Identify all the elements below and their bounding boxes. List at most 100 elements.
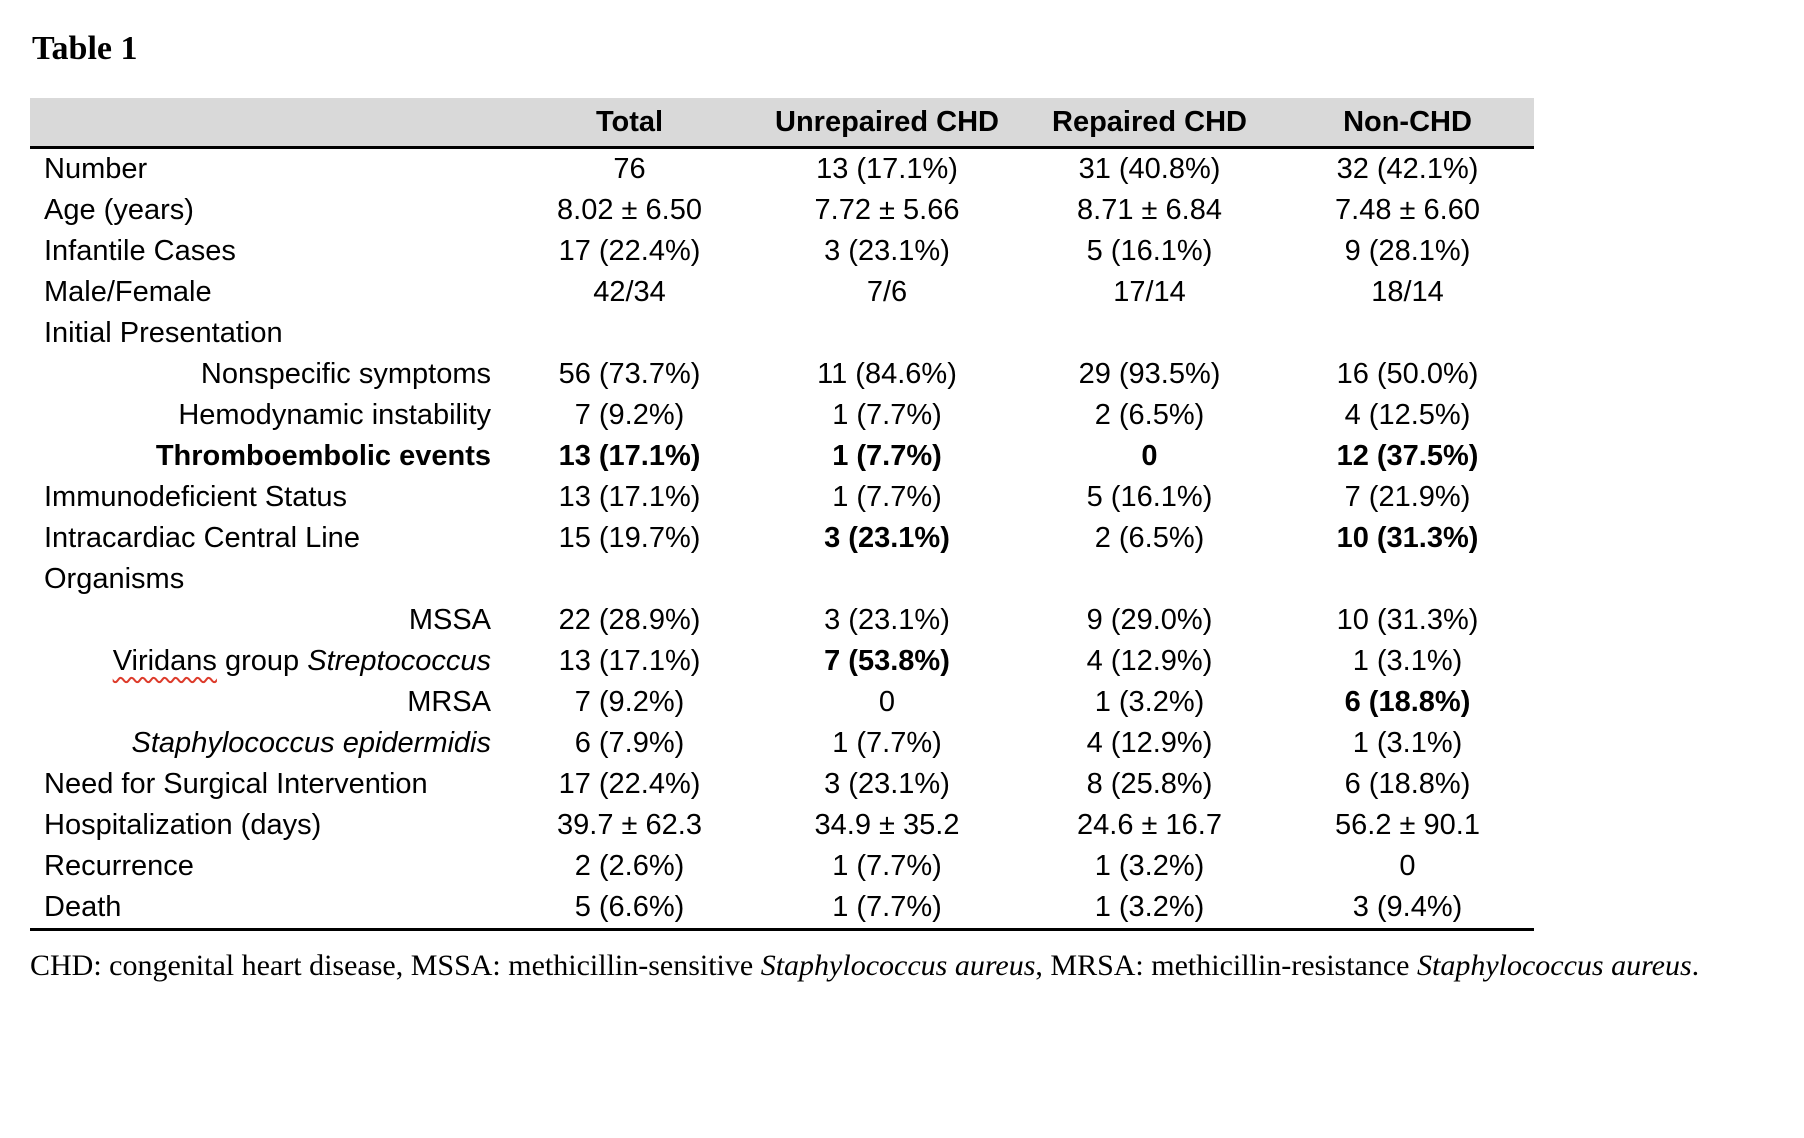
data-cell: 9 (29.0%) bbox=[1086, 604, 1213, 637]
data-cell: 8.02 ± 6.50 bbox=[557, 194, 702, 227]
data-cell: 1 (7.7%) bbox=[832, 440, 942, 473]
data-cell: 13 (17.1%) bbox=[558, 440, 701, 473]
misspelled-word: Viridans bbox=[112, 645, 217, 678]
data-cell: 56 (73.7%) bbox=[558, 358, 701, 391]
table-row: MRSA 7 (9.2%) 0 1 (3.2%) 6 (18.8%) bbox=[30, 682, 1534, 723]
data-cell: 3 (23.1%) bbox=[824, 235, 950, 268]
table-row: Hemodynamic instability 7 (9.2%) 1 (7.7%… bbox=[30, 395, 1534, 436]
data-cell: 76 bbox=[613, 153, 646, 186]
data-cell: 1 (3.1%) bbox=[1352, 645, 1463, 678]
data-cell: 10 (31.3%) bbox=[1336, 522, 1479, 555]
data-cell: 4 (12.9%) bbox=[1086, 645, 1213, 678]
data-cell: 16 (50.0%) bbox=[1336, 358, 1479, 391]
data-cell: 39.7 ± 62.3 bbox=[557, 809, 702, 842]
column-header-repaired-chd: Repaired CHD bbox=[1052, 106, 1247, 138]
row-label-text: group bbox=[225, 645, 300, 678]
table-row: Male/Female 42/34 7/6 17/14 18/14 bbox=[30, 272, 1534, 313]
data-cell: 3 (23.1%) bbox=[824, 522, 950, 555]
row-label: Death bbox=[44, 891, 122, 924]
data-cell: 17 (22.4%) bbox=[558, 768, 701, 801]
data-cell bbox=[1281, 313, 1534, 354]
data-cell: 7/6 bbox=[866, 276, 908, 309]
data-cell: 4 (12.5%) bbox=[1344, 399, 1471, 432]
data-cell bbox=[503, 313, 756, 354]
data-cell: 10 (31.3%) bbox=[1336, 604, 1479, 637]
footnote-italic: Staphylococcus aureus bbox=[1417, 949, 1692, 983]
data-cell bbox=[756, 313, 1018, 354]
data-cell bbox=[1018, 313, 1281, 354]
data-cell: 29 (93.5%) bbox=[1078, 358, 1221, 391]
row-label: Nonspecific symptoms bbox=[200, 358, 491, 391]
data-cell: 11 (84.6%) bbox=[817, 358, 957, 391]
data-cell: 15 (19.7%) bbox=[558, 522, 701, 555]
data-cell: 0 bbox=[878, 686, 896, 719]
data-cell: 31 (40.8%) bbox=[1078, 153, 1221, 186]
table-row: Infantile Cases 17 (22.4%) 3 (23.1%) 5 (… bbox=[30, 231, 1534, 272]
data-cell: 1 (7.7%) bbox=[832, 399, 942, 432]
footnote: CHD: congenital heart disease, MSSA: met… bbox=[30, 949, 1776, 983]
data-cell: 56.2 ± 90.1 bbox=[1335, 809, 1480, 842]
row-label: Viridans group Streptococcus bbox=[30, 641, 503, 682]
data-cell: 2 (6.5%) bbox=[1094, 522, 1205, 555]
row-label: MRSA bbox=[407, 686, 491, 719]
data-cell: 5 (16.1%) bbox=[1086, 481, 1213, 514]
data-cell: 1 (3.2%) bbox=[1094, 686, 1205, 719]
table-row: Need for Surgical Intervention 17 (22.4%… bbox=[30, 764, 1534, 805]
table-row: Recurrence 2 (2.6%) 1 (7.7%) 1 (3.2%) 0 bbox=[30, 846, 1534, 887]
row-label: Infantile Cases bbox=[44, 235, 236, 268]
data-cell: 17/14 bbox=[1113, 276, 1186, 309]
footnote-text: . bbox=[1691, 949, 1700, 983]
footnote-italic: Staphylococcus aureus bbox=[760, 949, 1036, 983]
row-label: Hemodynamic instability bbox=[178, 399, 491, 432]
data-cell: 6 (7.9%) bbox=[574, 727, 685, 760]
data-cell: 8 (25.8%) bbox=[1086, 768, 1213, 801]
data-cell: 1 (3.2%) bbox=[1094, 891, 1205, 924]
table-row: Thromboembolic events 13 (17.1%) 1 (7.7%… bbox=[30, 436, 1534, 477]
table-header-row: Total Unrepaired CHD Repaired CHD Non-CH… bbox=[30, 98, 1534, 148]
row-label: Intracardiac Central Line bbox=[44, 522, 360, 555]
row-label: Recurrence bbox=[44, 850, 194, 883]
data-cell: 18/14 bbox=[1371, 276, 1444, 309]
row-label: Hospitalization (days) bbox=[44, 809, 322, 842]
row-label: MSSA bbox=[408, 604, 491, 637]
row-label: Thromboembolic events bbox=[155, 440, 491, 473]
data-cell: 1 (7.7%) bbox=[832, 891, 942, 924]
data-cell bbox=[1018, 559, 1281, 600]
row-label: Number bbox=[44, 153, 148, 186]
data-cell: 4 (12.9%) bbox=[1086, 727, 1213, 760]
column-header-empty bbox=[30, 98, 503, 148]
data-cell: 32 (42.1%) bbox=[1336, 153, 1479, 186]
data-cell: 1 (7.7%) bbox=[832, 850, 942, 883]
data-cell: 3 (9.4%) bbox=[1352, 891, 1463, 924]
data-cell: 6 (18.8%) bbox=[1344, 768, 1471, 801]
table-row: Number 76 13 (17.1%) 31 (40.8%) 32 (42.1… bbox=[30, 148, 1534, 191]
table-section-row: Initial Presentation bbox=[30, 313, 1534, 354]
data-cell: 7.48 ± 6.60 bbox=[1335, 194, 1480, 227]
table-row: Immunodeficient Status 13 (17.1%) 1 (7.7… bbox=[30, 477, 1534, 518]
data-cell: 2 (2.6%) bbox=[574, 850, 685, 883]
table-row: Staphylococcus epidermidis 6 (7.9%) 1 (7… bbox=[30, 723, 1534, 764]
section-label: Initial Presentation bbox=[44, 317, 283, 350]
footnote-text: CHD: congenital heart disease, MSSA: met… bbox=[30, 949, 761, 983]
data-cell: 8.71 ± 6.84 bbox=[1077, 194, 1222, 227]
column-header-total: Total bbox=[595, 106, 664, 138]
data-cell: 7 (53.8%) bbox=[824, 645, 950, 678]
document: Table 1 Total Unrepaired CHD Repaired CH… bbox=[30, 30, 1776, 983]
data-cell bbox=[1281, 559, 1534, 600]
row-label: Staphylococcus epidermidis bbox=[131, 727, 491, 760]
table-row: Intracardiac Central Line 15 (19.7%) 3 (… bbox=[30, 518, 1534, 559]
row-label: Age (years) bbox=[44, 194, 194, 227]
data-cell: 9 (28.1%) bbox=[1344, 235, 1471, 268]
data-cell: 1 (7.7%) bbox=[832, 727, 942, 760]
data-cell: 13 (17.1%) bbox=[816, 153, 958, 186]
table-row: Death 5 (6.6%) 1 (7.7%) 1 (3.2%) 3 (9.4%… bbox=[30, 887, 1534, 930]
data-cell: 42/34 bbox=[593, 276, 666, 309]
data-cell: 5 (16.1%) bbox=[1086, 235, 1213, 268]
data-cell: 7 (9.2%) bbox=[574, 686, 685, 719]
data-cell: 0 bbox=[1141, 440, 1158, 473]
data-cell bbox=[756, 559, 1018, 600]
section-label: Organisms bbox=[44, 563, 185, 596]
data-cell: 3 (23.1%) bbox=[824, 604, 950, 637]
data-cell: 22 (28.9%) bbox=[558, 604, 701, 637]
data-cell: 24.6 ± 16.7 bbox=[1077, 809, 1222, 842]
